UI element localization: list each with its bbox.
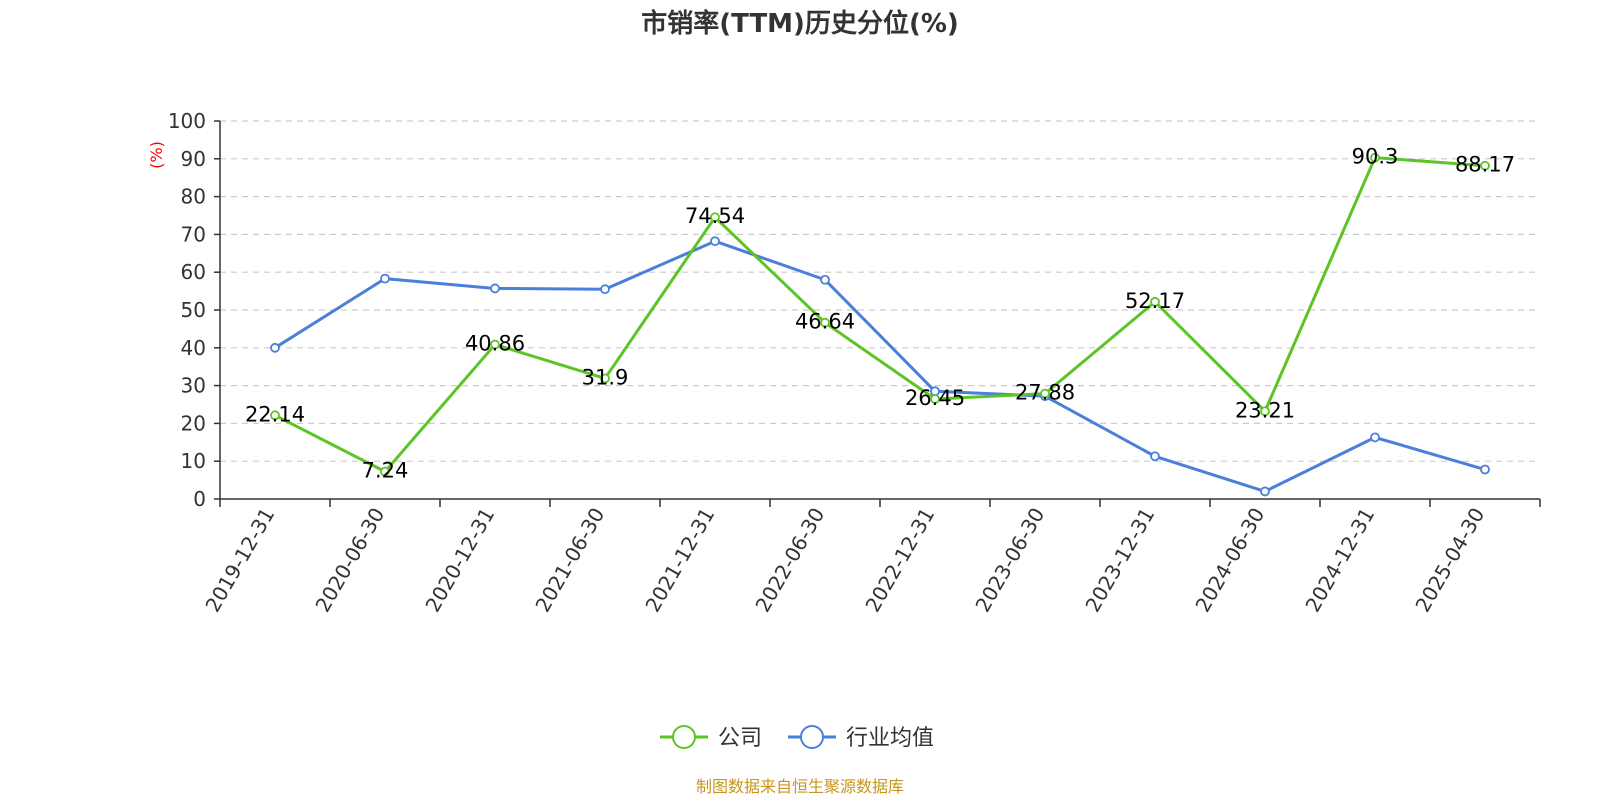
series-line-0: [274, 156, 1486, 474]
x-tick-label: 2020-12-31: [420, 504, 499, 617]
y-tick-label: 70: [181, 222, 206, 246]
legend-label-1: 行业均值: [846, 726, 934, 751]
data-point-0: [1150, 296, 1160, 307]
legend-label-0: 公司: [718, 726, 762, 751]
x-tick-label: 2021-06-30: [530, 504, 609, 617]
legend: 公司 行业均值: [660, 725, 934, 751]
data-point-0: [1260, 406, 1270, 417]
data-point-1: [710, 236, 720, 247]
data-point-1: [1370, 432, 1380, 443]
data-point-0: [1370, 152, 1380, 163]
y-tick-label: 50: [181, 298, 206, 322]
y-tick-label: 20: [181, 411, 206, 435]
data-point-1: [380, 273, 390, 284]
y-axis-label: (%): [147, 141, 166, 169]
data-point-0: [600, 373, 610, 384]
data-point-1: [600, 284, 610, 295]
grid-lines: [220, 120, 1540, 462]
data-label: 46.64: [795, 310, 855, 334]
data-labels: 22.14 7.24 40.86 31.9 74.54 46.64 26.45 27.88 52…: [245, 145, 1515, 483]
data-point-1: [270, 342, 280, 353]
data-label: 88.17: [1455, 153, 1515, 177]
data-label: 26.45: [905, 386, 965, 410]
x-axis: 2019-12-31 2020-06-30 2020-12-31 2021-06-30…: [200, 498, 1541, 617]
y-axis: 0 10 20 30 40 50 60 70 80 90 100: [168, 109, 221, 511]
x-tick-label: 2021-12-31: [640, 504, 719, 617]
y-tick-label: 80: [181, 185, 206, 209]
data-label: 40.86: [465, 332, 525, 356]
data-label: 90.3: [1352, 145, 1399, 169]
data-label: 31.9: [582, 365, 629, 389]
data-point-1: [1150, 451, 1160, 462]
data-point-0: [380, 466, 390, 477]
data-point-0: [710, 212, 720, 223]
data-point-0: [930, 394, 940, 404]
x-tick-label: 2023-12-31: [1080, 504, 1159, 617]
data-point-1: [820, 274, 830, 285]
y-tick-label: 10: [181, 449, 206, 473]
data-point-0: [1480, 160, 1490, 171]
y-tick-label: 40: [181, 336, 206, 360]
x-tick-label: 2024-06-30: [1190, 504, 1269, 617]
x-tick-label: 2023-06-30: [970, 504, 1049, 617]
y-tick-label: 60: [181, 260, 206, 284]
x-tick-label: 2022-06-30: [750, 504, 829, 617]
data-label: 52.17: [1125, 289, 1185, 313]
legend-marker-0: [672, 725, 696, 749]
x-tick-label: 2024-12-31: [1300, 504, 1379, 617]
chart-title: 市销率(TTM)历史分位(%): [641, 8, 959, 39]
legend-marker-1: [800, 725, 824, 749]
x-tick-label: 2019-12-31: [200, 504, 279, 617]
x-tick-label: 2025-04-30: [1410, 504, 1489, 617]
series-layer: [270, 152, 1490, 497]
data-point-0: [270, 410, 280, 421]
data-label: 74.54: [685, 204, 745, 228]
data-label: 22.14: [245, 402, 305, 426]
data-point-0: [490, 339, 500, 350]
data-label: 7.24: [362, 459, 409, 483]
data-point-1: [1260, 486, 1270, 497]
data-point-1: [1480, 464, 1490, 475]
data-label: 23.21: [1235, 398, 1295, 422]
y-tick-label: 30: [181, 374, 206, 398]
data-label: 27.88: [1015, 381, 1075, 405]
series-line-1: [274, 239, 1486, 493]
data-point-1: [490, 283, 500, 294]
source-note: 制图数据来自恒生聚源数据库: [696, 777, 904, 796]
y-tick-label: 100: [168, 109, 206, 133]
x-tick-label: 2022-12-31: [860, 504, 939, 617]
data-point-0: [1040, 388, 1050, 399]
data-point-0: [820, 317, 830, 328]
y-tick-label: 90: [181, 147, 206, 171]
x-tick-label: 2020-06-30: [310, 504, 389, 617]
y-tick-label: 0: [193, 487, 206, 511]
